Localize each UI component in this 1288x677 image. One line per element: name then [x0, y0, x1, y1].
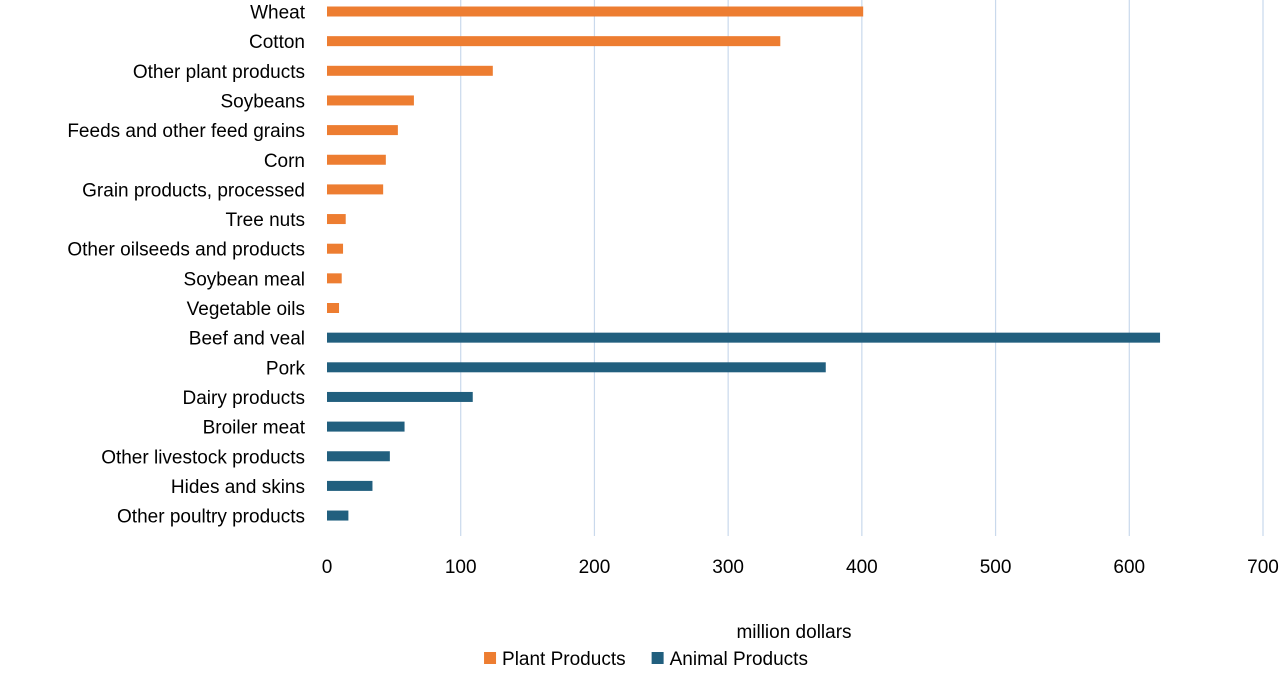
bar-feeds-and-other-feed-grains [327, 125, 398, 136]
category-label-beef-and-veal: Beef and veal [189, 329, 305, 350]
category-label-broiler-meat: Broiler meat [203, 418, 306, 439]
category-label-grain-products-processed: Grain products, processed [82, 180, 305, 201]
bar-corn [327, 154, 386, 165]
category-label-other-livestock-products: Other livestock products [101, 447, 305, 468]
bar-vegetable-oils [327, 303, 340, 313]
x-tick-label-300: 300 [712, 557, 744, 578]
x-tick-label-200: 200 [579, 557, 611, 578]
legend-label-animal-products: Animal Products [670, 649, 808, 670]
category-label-corn: Corn [264, 151, 305, 172]
bar-tree-nuts [327, 214, 346, 225]
bar-other-poultry-products [327, 510, 349, 521]
bar-other-oilseeds-and-products [327, 243, 344, 254]
x-tick-label-0: 0 [322, 557, 333, 578]
x-tick-label-600: 600 [1113, 557, 1145, 578]
legend-label-plant-products: Plant Products [502, 649, 626, 670]
bars [327, 6, 1161, 521]
bar-cotton [327, 36, 781, 47]
category-label-vegetable-oils: Vegetable oils [187, 299, 305, 320]
bar-other-livestock-products [327, 451, 390, 462]
category-label-hides-and-skins: Hides and skins [171, 477, 305, 498]
gridlines [460, 0, 1264, 536]
x-tick-labels: 0 100 200 300 400 500 600 700 [322, 557, 1279, 578]
category-label-pork: Pork [266, 358, 306, 379]
x-tick-label-400: 400 [846, 557, 878, 578]
category-label-feeds-and-other-feed-grains: Feeds and other feed grains [67, 121, 305, 142]
bar-beef-and-veal [327, 332, 1161, 343]
bar-grain-products-processed [327, 184, 384, 195]
category-label-wheat: Wheat [250, 3, 306, 24]
bar-soybean-meal [327, 273, 342, 284]
category-label-soybean-meal: Soybean meal [184, 269, 305, 290]
legend-swatch-animal-products [651, 652, 664, 664]
category-labels: Wheat Cotton Other plant products Soybeans F… [67, 3, 305, 528]
category-label-other-poultry-products: Other poultry products [117, 507, 305, 528]
category-label-dairy-products: Dairy products [183, 388, 306, 409]
x-tick-label-700: 700 [1247, 557, 1279, 578]
x-axis-title: million dollars [736, 622, 851, 643]
category-label-tree-nuts: Tree nuts [225, 210, 305, 231]
bar-dairy-products [327, 391, 473, 402]
bar-hides-and-skins [327, 480, 373, 491]
x-tick-label-100: 100 [445, 557, 477, 578]
bar-broiler-meat [327, 421, 405, 432]
bar-soybeans [327, 95, 414, 106]
bar-pork [327, 362, 826, 373]
x-tick-label-500: 500 [980, 557, 1012, 578]
legend: Plant Products Animal Products [484, 649, 808, 670]
category-label-other-plant-products: Other plant products [133, 62, 305, 83]
bar-other-plant-products [327, 65, 493, 76]
legend-swatch-plant-products [484, 652, 497, 664]
category-label-soybeans: Soybeans [220, 91, 305, 112]
category-label-cotton: Cotton [249, 32, 305, 53]
category-label-other-oilseeds-and-products: Other oilseeds and products [67, 240, 305, 261]
bar-wheat [327, 6, 864, 17]
